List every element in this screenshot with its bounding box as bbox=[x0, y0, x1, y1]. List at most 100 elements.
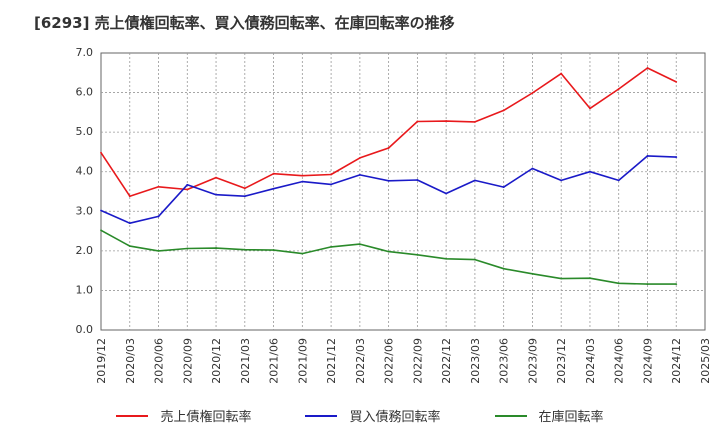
data-point bbox=[416, 179, 419, 181]
x-tick-label: 2020/03 bbox=[124, 338, 137, 384]
data-point bbox=[387, 147, 390, 149]
x-tick-label: 2019/12 bbox=[95, 338, 108, 384]
data-point bbox=[272, 249, 275, 251]
data-point bbox=[474, 120, 476, 123]
legend-item-2: 買入債務回転率 bbox=[305, 406, 441, 425]
data-point bbox=[330, 246, 332, 248]
data-point bbox=[215, 176, 217, 179]
x-tick-label: 2021/09 bbox=[296, 338, 309, 384]
y-tick-label: 3.0 bbox=[76, 204, 94, 217]
data-point bbox=[186, 188, 189, 191]
data-point bbox=[272, 187, 275, 190]
data-point bbox=[646, 154, 649, 157]
data-point bbox=[128, 245, 131, 248]
data-point bbox=[589, 107, 591, 110]
x-tick-label: 2024/03 bbox=[584, 338, 597, 384]
data-point bbox=[157, 185, 160, 188]
y-axis-ticks: 0.0 1.0 2.0 3.0 4.0 5.0 6.0 7.0 bbox=[76, 46, 94, 336]
data-point bbox=[560, 179, 563, 182]
x-tick-label: 2023/03 bbox=[469, 338, 482, 384]
legend-item-1: 売上債権回転率 bbox=[116, 406, 251, 425]
x-tick-label: 2022/09 bbox=[411, 338, 424, 384]
data-point bbox=[128, 222, 131, 225]
data-point bbox=[157, 215, 160, 218]
x-tick-label: 2022/12 bbox=[440, 338, 453, 384]
data-point bbox=[330, 183, 332, 186]
data-point bbox=[646, 283, 649, 285]
data-point bbox=[100, 229, 102, 232]
data-point bbox=[358, 156, 361, 159]
data-point bbox=[215, 193, 217, 196]
data-point bbox=[387, 250, 390, 253]
data-point bbox=[243, 195, 246, 198]
data-point bbox=[301, 180, 304, 183]
data-point bbox=[358, 243, 361, 246]
x-tick-label: 2021/12 bbox=[325, 338, 338, 384]
data-point bbox=[301, 174, 304, 177]
data-point bbox=[531, 167, 534, 170]
x-tick-label: 2025/03 bbox=[699, 338, 712, 384]
x-tick-label: 2020/12 bbox=[210, 338, 223, 384]
legend-item-3: 在庫回転率 bbox=[494, 406, 604, 425]
data-point bbox=[675, 156, 678, 158]
legend-swatch bbox=[494, 414, 527, 417]
data-point bbox=[617, 179, 620, 182]
plot-area bbox=[100, 52, 706, 331]
y-tick-label: 2.0 bbox=[76, 244, 94, 257]
data-point bbox=[675, 283, 678, 285]
data-point bbox=[646, 67, 649, 69]
x-tick-label: 2024/06 bbox=[613, 338, 626, 384]
data-point bbox=[330, 173, 332, 176]
data-point bbox=[157, 249, 160, 252]
legend-label: 買入債務回転率 bbox=[349, 410, 441, 425]
data-point bbox=[589, 170, 591, 173]
data-point bbox=[474, 258, 476, 261]
x-tick-label: 2022/03 bbox=[354, 338, 367, 384]
data-point bbox=[301, 252, 304, 255]
data-point bbox=[445, 120, 448, 122]
legend-label: 売上債権回転率 bbox=[160, 410, 252, 425]
legend-swatch bbox=[116, 414, 149, 417]
y-tick-label: 4.0 bbox=[76, 165, 94, 178]
legend: 売上債権回転率 買入債務回転率 在庫回転率 bbox=[0, 406, 720, 425]
x-tick-label: 2022/06 bbox=[383, 338, 396, 384]
x-tick-label: 2021/03 bbox=[239, 338, 252, 384]
x-tick-label: 2023/06 bbox=[498, 338, 511, 384]
data-point bbox=[502, 267, 505, 270]
gridlines bbox=[101, 53, 705, 330]
data-point bbox=[589, 277, 591, 280]
legend-swatch bbox=[305, 414, 338, 417]
data-point bbox=[445, 192, 448, 195]
series-lines bbox=[100, 67, 678, 285]
data-point bbox=[531, 92, 534, 94]
x-tick-label: 2021/06 bbox=[268, 338, 281, 384]
data-point bbox=[531, 272, 534, 275]
data-point bbox=[243, 187, 246, 190]
data-point bbox=[358, 173, 361, 176]
x-tick-label: 2023/09 bbox=[526, 338, 539, 384]
data-point bbox=[560, 277, 563, 280]
data-point bbox=[100, 151, 102, 154]
y-tick-label: 0.0 bbox=[76, 323, 94, 336]
data-point bbox=[243, 248, 246, 251]
y-tick-label: 6.0 bbox=[76, 86, 94, 99]
data-point bbox=[502, 109, 505, 112]
x-tick-label: 2024/12 bbox=[670, 338, 683, 384]
data-point bbox=[617, 88, 620, 90]
data-point bbox=[100, 209, 102, 212]
data-point bbox=[474, 179, 476, 182]
data-point bbox=[186, 183, 189, 186]
data-point bbox=[272, 172, 275, 175]
legend-label: 在庫回転率 bbox=[538, 410, 604, 425]
data-point bbox=[387, 179, 390, 182]
data-point bbox=[215, 247, 217, 249]
x-tick-label: 2024/09 bbox=[641, 338, 654, 384]
data-point bbox=[502, 186, 505, 189]
y-tick-label: 7.0 bbox=[76, 46, 94, 59]
data-point bbox=[416, 253, 419, 256]
chart-title: [6293] 売上債権回転率、買入債務回転率、在庫回転率の推移 bbox=[34, 14, 455, 32]
data-point bbox=[416, 120, 419, 123]
data-point bbox=[186, 247, 189, 250]
x-axis-ticks: 2019/12 2020/03 2020/06 2020/09 2020/12 2021/… bbox=[95, 338, 712, 384]
